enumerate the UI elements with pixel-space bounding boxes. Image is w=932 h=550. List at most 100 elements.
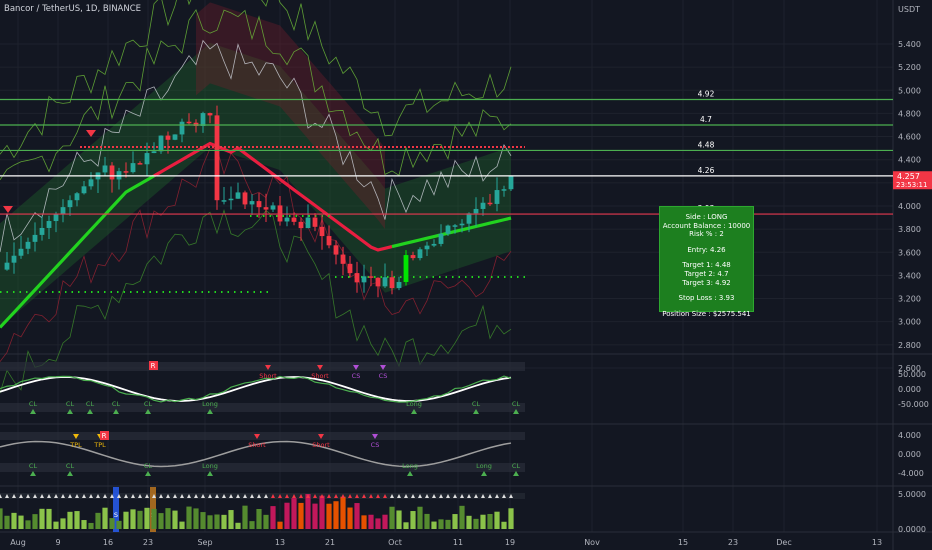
volume-bar — [0, 508, 3, 529]
candle-body — [487, 202, 493, 205]
candle-body — [165, 135, 171, 140]
volume-bar — [60, 518, 66, 529]
signal-arrow — [380, 365, 386, 370]
volume-bar — [375, 518, 381, 529]
candle-body — [396, 281, 402, 289]
vol-signal-marker — [432, 494, 436, 498]
time-label: 23 — [143, 538, 153, 547]
volume-bar — [466, 515, 472, 529]
vol-signal-marker — [355, 494, 359, 498]
signal-strip — [0, 403, 525, 412]
vol-signal-marker — [222, 494, 226, 498]
volume-bar — [179, 521, 185, 529]
candle-body — [361, 276, 367, 283]
vol-signal-marker — [68, 494, 72, 498]
volume-bar — [480, 514, 486, 529]
signal-label: Short — [248, 441, 266, 449]
volume-bar — [438, 519, 444, 529]
volume-bar — [459, 505, 465, 529]
vol-signal-marker — [117, 494, 121, 498]
candle-body — [284, 217, 290, 222]
vol-signal-marker — [236, 494, 240, 498]
volume-bar — [256, 508, 262, 529]
volume-bar — [312, 503, 318, 529]
signal-label: Long — [476, 462, 492, 470]
signal-label: CS — [379, 372, 388, 380]
candlesticks — [3, 105, 514, 298]
signal-strip — [0, 362, 525, 371]
vol-signal-marker — [264, 494, 268, 498]
vol-signal-marker — [278, 494, 282, 498]
candle-body — [298, 221, 304, 229]
vol-signal-marker — [250, 494, 254, 498]
vol-signal-marker — [439, 494, 443, 498]
time-label: Nov — [584, 538, 600, 547]
symbol-title[interactable]: Bancor / TetherUS, 1D, BINANCE — [4, 4, 142, 14]
volume-bar — [396, 510, 402, 529]
candle-body — [403, 255, 409, 282]
vol-signal-marker — [187, 494, 191, 498]
signal-arrow — [30, 409, 36, 414]
vol-signal-marker — [26, 494, 30, 498]
signal-label: CL — [472, 400, 481, 408]
vol-signal-marker — [257, 494, 261, 498]
time-label: Aug — [10, 538, 26, 547]
vol-signal-marker — [103, 494, 107, 498]
signal-arrow — [411, 409, 417, 414]
volume-bar — [158, 513, 164, 529]
volume-bar — [284, 502, 290, 529]
vol-signal-marker — [40, 494, 44, 498]
target2-text: Target 2: 4.7 — [684, 269, 729, 278]
vol-signal-marker — [12, 494, 16, 498]
signal-arrow — [513, 409, 519, 414]
vol-signal-marker — [509, 494, 513, 498]
volume-bar — [186, 506, 192, 529]
currency-label[interactable]: USDT — [898, 5, 920, 14]
volume-bar — [382, 514, 388, 529]
vol-signal-marker — [376, 494, 380, 498]
volume-pane: SS — [0, 487, 525, 532]
signal-label: TPL — [93, 441, 106, 449]
candle-body — [46, 221, 52, 228]
candle-body — [67, 200, 73, 208]
candle-body — [263, 207, 269, 210]
signal-arrow — [145, 409, 151, 414]
signal-arrow — [145, 471, 151, 476]
signal-label: CL — [112, 400, 121, 408]
volume-bar — [4, 515, 10, 529]
vol-signal-marker — [418, 494, 422, 498]
time-label: 16 — [103, 538, 113, 547]
envelope-line — [0, 39, 512, 253]
volume-bar — [354, 503, 360, 529]
time-label: Sep — [197, 538, 212, 547]
candle-body — [11, 255, 17, 263]
time-axis[interactable]: Aug 9 16 23 Sep 13 21 Oct 11 19 Nov 15 23 Dec 13 — [10, 538, 882, 547]
volume-bar — [319, 495, 325, 529]
time-label: 9 — [55, 538, 60, 547]
vol-signal-marker — [362, 494, 366, 498]
price-axis[interactable]: 5.4005.2005.0004.8004.6004.4004.2004.000… — [893, 40, 932, 534]
signal-label: CL — [29, 400, 38, 408]
moving-average — [153, 141, 393, 252]
osc1-tick: 0.000 — [898, 385, 921, 394]
signal-label: Short — [312, 441, 330, 449]
vol-signal-marker — [313, 494, 317, 498]
candle-body — [130, 163, 136, 173]
osc1-main-line — [0, 375, 512, 403]
candle-body — [389, 277, 395, 289]
candle-body — [249, 201, 255, 205]
signal-label: Long — [202, 462, 218, 470]
volume-bar — [368, 514, 374, 529]
time-label: 13 — [275, 538, 285, 547]
candle-body — [340, 254, 346, 264]
candle-body — [459, 223, 465, 226]
green-cloud — [0, 42, 511, 328]
candle-body — [200, 113, 206, 126]
vol-signal-marker — [138, 494, 142, 498]
candle-body — [305, 217, 311, 229]
candle-body — [291, 217, 297, 222]
osc2-tick: 0.000 — [898, 450, 921, 459]
candle-body — [494, 190, 500, 204]
time-label: Oct — [388, 538, 402, 547]
